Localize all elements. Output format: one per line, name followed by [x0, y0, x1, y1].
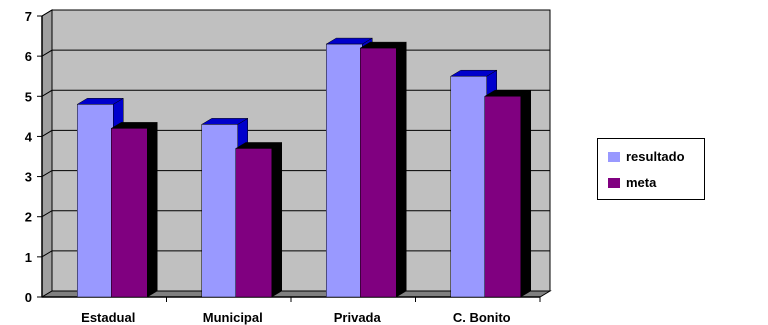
y-tick-label: 6: [25, 49, 32, 64]
x-category-label: Privada: [334, 310, 382, 325]
y-tick-label: 7: [25, 9, 32, 24]
legend-item-resultado: resultado: [608, 149, 685, 164]
legend-label-meta: meta: [626, 175, 657, 190]
x-category-label: C. Bonito: [453, 310, 511, 325]
bar-meta-2: [360, 47, 397, 298]
bar-meta-3: [484, 96, 521, 298]
y-tick-label: 5: [25, 89, 32, 104]
legend-item-meta: meta: [608, 175, 656, 190]
bar-side-meta-0: [147, 121, 158, 298]
x-category-label: Estadual: [81, 310, 135, 325]
bar-side-meta-1: [271, 142, 282, 298]
bar-resultado-1: [201, 124, 238, 298]
y-tick-label: 2: [25, 210, 32, 225]
bar-side-meta-3: [520, 89, 531, 298]
legend-swatch-meta: [608, 177, 620, 188]
gridline: [41, 9, 550, 17]
bar-resultado-2: [326, 43, 363, 298]
x-category-label: Municipal: [203, 310, 263, 325]
bar-meta-0: [111, 128, 148, 298]
legend-swatch-resultado: [608, 151, 620, 162]
bar-resultado-3: [450, 75, 487, 298]
y-tick-label: 0: [25, 290, 32, 305]
y-tick-label: 4: [25, 129, 33, 144]
y-tick-label: 3: [25, 170, 32, 185]
chart-bars: [76, 37, 532, 298]
bar-side-meta-2: [396, 41, 407, 298]
x-axis-labels: Estadual Municipal Privada C. Bonito: [81, 310, 511, 325]
y-tick-label: 1: [25, 250, 32, 265]
legend: resultado meta: [597, 138, 705, 200]
bar-resultado-0: [77, 104, 114, 298]
legend-label-resultado: resultado: [626, 149, 685, 164]
bar-meta-1: [235, 148, 272, 298]
